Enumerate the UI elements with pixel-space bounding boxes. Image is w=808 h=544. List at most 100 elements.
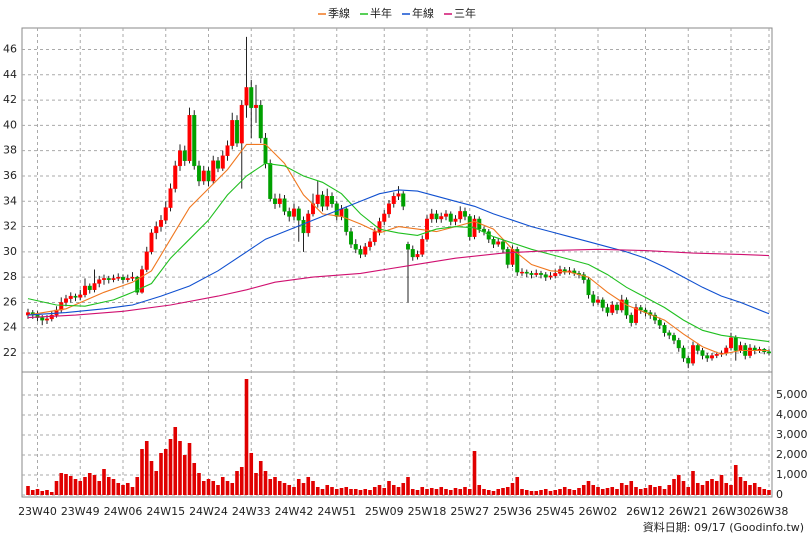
moving-average-line [27,143,769,355]
candle-body [301,220,306,234]
volume-bar [173,427,178,495]
volume-bar [35,489,40,495]
candle-body [220,155,225,169]
candle-body [196,165,201,182]
candle-body [82,285,87,296]
candle-body [463,211,468,217]
candle-body [268,163,273,199]
candle-body [420,239,425,255]
candle-body [163,207,168,221]
candle-body [215,160,220,169]
candle-body [97,279,102,284]
volume-bar [700,485,705,495]
volume-bar [463,487,467,495]
volume-bar [220,477,225,495]
candle-body [482,228,487,232]
candle-body [510,249,515,265]
volume-bar [638,489,643,495]
candle-body [368,241,373,247]
candle-body [600,299,605,308]
volume-bar [596,487,600,495]
candle-body [548,275,553,278]
volume-bar [591,485,596,495]
candle-body [657,319,662,326]
volume-bar [733,465,738,495]
volume-bar [83,477,87,495]
candle-body [662,325,667,333]
candle-body [339,208,344,217]
volume-bar [748,485,752,495]
legend-label: 年線 [412,6,434,20]
volume-bar [363,489,368,495]
volume-bar [634,487,638,495]
candle-body [691,345,696,364]
candle-body [234,120,239,144]
volume-bar [268,479,273,495]
candle-body [491,239,496,245]
volume-bar [676,475,681,495]
y-tick-label: 3,000 [776,428,808,441]
candle-body [296,208,301,221]
volume-bar [273,477,277,495]
candle-body [73,295,78,298]
volume-bar [235,471,239,495]
candle-body [363,246,368,255]
volume-bar [225,481,230,495]
x-tick-label: 26W02 [579,505,618,518]
candle-body [738,345,743,351]
candle-body [515,249,520,273]
candle-body [710,355,715,359]
candle-body [192,115,197,167]
legend-label: 半年 [370,6,392,20]
candle-body [101,278,106,280]
volume-bar [439,487,444,495]
candle-body [676,340,681,349]
volume-bar [102,469,106,495]
candle-body [695,345,700,351]
volume-bar [26,486,30,495]
candle-body [225,145,230,156]
volume-bar [140,449,144,495]
candle-body [448,213,453,222]
volume-bar [558,489,562,495]
volume-bar [144,441,149,495]
x-tick-label: 24W06 [104,505,143,518]
moving-average-line [27,162,770,343]
candle-body [724,347,729,354]
volume-bar [695,483,700,495]
y-tick-label: 36 [3,169,17,182]
volume-bar [714,481,719,495]
candle-body [425,218,430,240]
candle-body [748,347,753,356]
volume-bar [662,489,667,495]
volume-bar [429,488,434,495]
candle-body [596,299,601,303]
volume-bar [49,492,54,495]
candle-body [154,226,159,234]
y-tick-label: 38 [3,144,17,157]
volume-bar [68,476,73,495]
candle-body [539,273,544,275]
volume-bar [116,483,121,495]
candle-body [767,351,772,354]
volume-bar [163,449,168,495]
volume-bar [306,477,311,495]
volume-bar [106,477,111,495]
volume-bar [154,471,159,495]
volume-bar [311,481,315,495]
candle-body [177,150,182,167]
volume-bar [501,488,505,495]
volume-bar [667,485,672,495]
candle-body [415,254,420,258]
volume-bar [719,475,724,495]
volume-bar [40,491,45,495]
candle-body [729,337,734,349]
candle-body [396,193,401,197]
candle-body [667,332,672,336]
volume-bar [710,479,714,495]
candle-body [615,304,620,311]
candle-body [453,218,458,222]
volume-bar [358,490,363,495]
candle-body [434,213,439,220]
candle-body [624,299,629,316]
